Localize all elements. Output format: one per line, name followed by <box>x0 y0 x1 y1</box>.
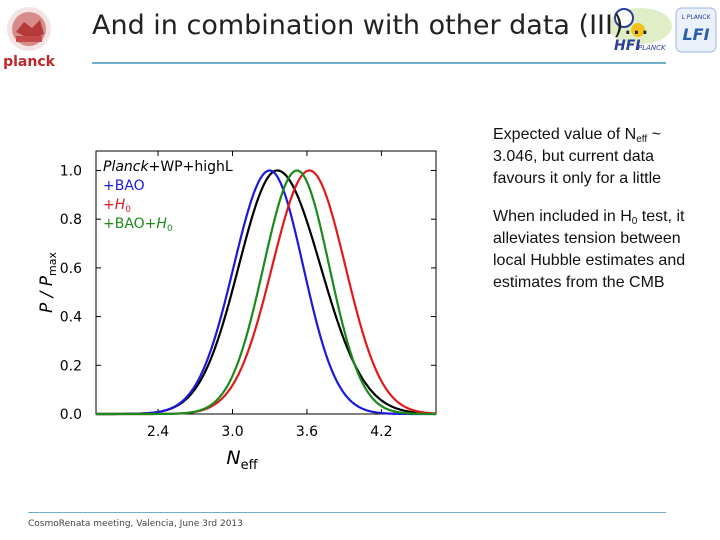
note-h0-tension: When included in H0 test, it alleviates … <box>493 208 686 291</box>
series-line-4 <box>96 169 437 416</box>
y-tick-label: 0.2 <box>60 358 82 374</box>
x-tick-label: 3.6 <box>296 424 318 440</box>
legend-entry-4: +BAO+H0 <box>103 216 173 234</box>
chart-svg: 0.0 0.2 0.4 0.6 0.8 1.0 2.4 3.0 3.6 4.2 Planck+W… <box>37 150 437 473</box>
y-axis-ticks: 0.0 0.2 0.4 0.6 0.8 1.0 <box>60 163 436 423</box>
plot-border <box>95 150 437 415</box>
legend-entry-3: +H0 <box>103 197 131 215</box>
plot-frame <box>95 150 437 415</box>
slide-title: And in combination with other data (III)… <box>92 10 650 41</box>
slide-footer: CosmoRenata meeting, Valencia, June 3rd … <box>28 519 243 529</box>
y-tick-label: 0.8 <box>60 212 82 228</box>
neff-posterior-chart: 0.0 0.2 0.4 0.6 0.8 1.0 2.4 3.0 3.6 4.2 Planck+W… <box>36 137 453 477</box>
y-tick-label: 0.4 <box>60 310 82 326</box>
y-axis-label: P / Pmax <box>37 252 59 314</box>
planck-logo-text: planck <box>3 54 56 70</box>
hfi-lfi-logo: HFI PLANCK L PLANCK LFI <box>608 7 717 54</box>
legend-entry-1: Planck+WP+highL <box>103 159 233 175</box>
x-tick-label: 3.0 <box>221 424 243 440</box>
title-divider <box>92 62 666 64</box>
hfi-text: HFI <box>614 38 641 54</box>
footer-divider <box>28 512 666 513</box>
x-axis-label: Neff <box>226 447 258 473</box>
y-tick-label: 1.0 <box>60 163 82 179</box>
planck-logo: planck <box>3 7 56 70</box>
x-axis-ticks: 2.4 3.0 3.6 4.2 <box>147 151 393 440</box>
y-tick-label: 0.0 <box>60 407 82 423</box>
series-line-3 <box>96 169 437 416</box>
slide-notes: Expected value of Neff ~ 3.046, but curr… <box>493 124 703 310</box>
series-curves <box>96 169 437 416</box>
x-tick-label: 2.4 <box>147 424 169 440</box>
note-expected-neff: Expected value of Neff ~ 3.046, but curr… <box>493 126 662 187</box>
lfi-planck-text: L PLANCK <box>681 14 711 21</box>
x-tick-label: 4.2 <box>370 424 392 440</box>
series-line-2 <box>96 169 436 416</box>
legend: Planck+WP+highL+BAO+H0+BAO+H0 <box>103 159 233 234</box>
hfi-planck-text: PLANCK <box>638 44 667 52</box>
lfi-text: LFI <box>682 25 709 44</box>
y-tick-label: 0.6 <box>60 261 82 277</box>
legend-entry-2: +BAO <box>103 178 145 194</box>
